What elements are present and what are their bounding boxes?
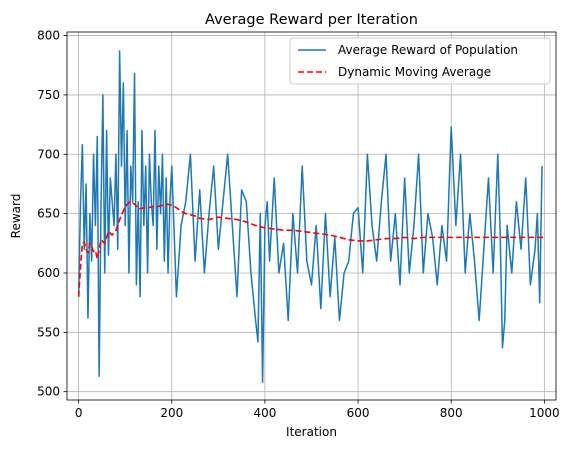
- chart-title: Average Reward per Iteration: [205, 12, 418, 28]
- y-axis-title: Reward: [9, 194, 23, 239]
- y-tick-label: 600: [37, 266, 60, 280]
- grid: [67, 32, 556, 400]
- x-axis-title: Iteration: [286, 425, 337, 439]
- plot-area-frame: [66, 31, 557, 401]
- series-layer: [77, 50, 545, 383]
- series-line-population: [77, 50, 543, 383]
- y-tick-label: 550: [37, 325, 60, 339]
- legend-box: [289, 37, 551, 85]
- series-line-moving-average: [77, 200, 545, 297]
- x-tick-label: 800: [440, 406, 463, 420]
- legend-label-population: Average Reward of Population: [338, 43, 518, 57]
- x-tick-label: 600: [347, 406, 370, 420]
- x-tick-label: 1000: [529, 406, 560, 420]
- axis-ticks: 0 200 400 600 800 1000 500 550 600 650 700 750 800: [37, 29, 560, 420]
- legend-label-moving-average: Dynamic Moving Average: [338, 65, 491, 79]
- y-tick-label: 650: [37, 207, 60, 221]
- y-tick-label: 750: [37, 88, 60, 102]
- x-tick-label: 400: [253, 406, 276, 420]
- y-tick-label: 500: [37, 385, 60, 399]
- x-tick-label: 0: [75, 406, 83, 420]
- y-tick-label: 700: [37, 147, 60, 161]
- x-tick-label: 200: [160, 406, 183, 420]
- y-tick-label: 800: [37, 29, 60, 43]
- legend: Average Reward of Population Dynamic Mov…: [289, 37, 551, 85]
